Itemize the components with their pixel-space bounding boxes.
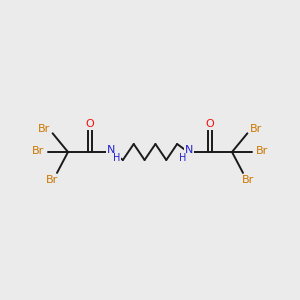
Text: H: H <box>179 153 187 163</box>
Text: Br: Br <box>242 175 254 185</box>
Text: H: H <box>113 153 121 163</box>
Text: Br: Br <box>46 175 58 185</box>
Text: Br: Br <box>250 124 262 134</box>
Text: Br: Br <box>32 146 44 156</box>
Text: N: N <box>107 145 115 155</box>
Text: O: O <box>85 119 94 129</box>
Text: O: O <box>206 119 214 129</box>
Text: Br: Br <box>38 124 50 134</box>
Text: N: N <box>185 145 193 155</box>
Text: Br: Br <box>256 146 268 156</box>
